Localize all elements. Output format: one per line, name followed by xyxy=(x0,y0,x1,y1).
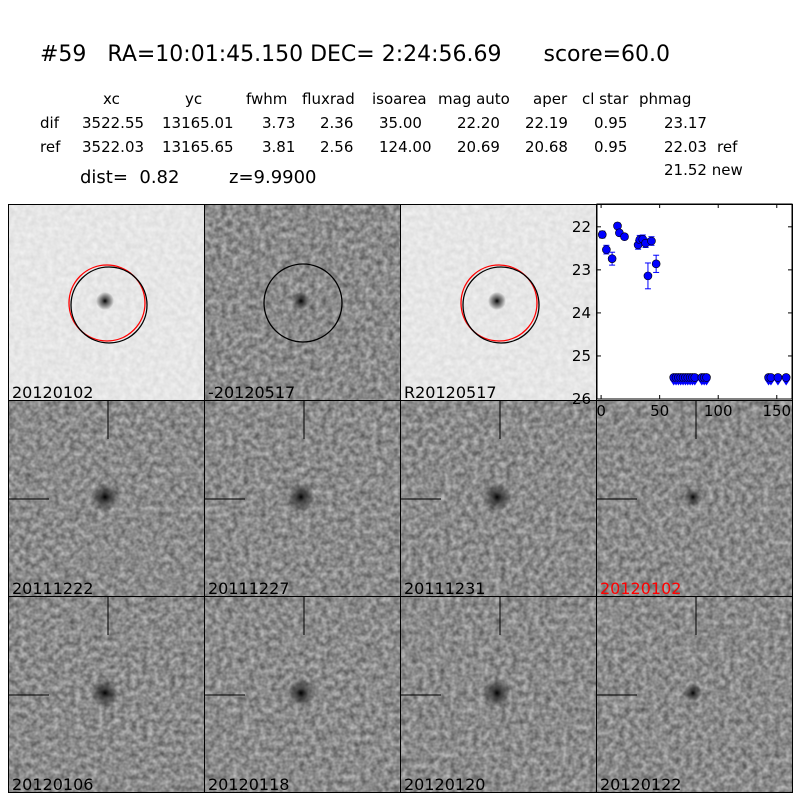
y-tick-label: 26 xyxy=(572,390,591,408)
cell-ref-yc: 13165.65 xyxy=(162,138,234,156)
image-stamp: R20120517 xyxy=(400,204,597,401)
stamp-date-label: 20111222 xyxy=(12,579,94,597)
cell-dif-isoarea: 35.00 xyxy=(379,114,422,132)
col-header-phmag: phmag xyxy=(639,90,692,108)
cell-dif-fluxrad: 2.36 xyxy=(320,114,354,132)
x-tick-label: 0 xyxy=(596,402,606,420)
col-header-isoarea: isoarea xyxy=(372,90,427,108)
cell-dif-yc: 13165.01 xyxy=(162,114,234,132)
detection-point xyxy=(651,259,661,269)
aperture-circle xyxy=(70,266,148,344)
cell-dif-xc: 3522.55 xyxy=(82,114,145,132)
cell-ref-aper: 20.68 xyxy=(525,138,568,156)
stamp-date-label: 20120120 xyxy=(404,775,486,793)
image-stamp: 20120102 xyxy=(8,204,205,401)
source-star xyxy=(91,679,119,707)
col-header-yc: yc xyxy=(185,90,203,108)
image-stamp: -20120517 xyxy=(204,204,401,401)
image-stamp: 20120122 xyxy=(596,596,793,793)
aperture-circle xyxy=(68,264,146,342)
cell-dif-fwhm: 3.73 xyxy=(262,114,296,132)
stamp-date-label: 20111227 xyxy=(208,579,290,597)
candidate-title: #59 RA=10:01:45.150 DEC= 2:24:56.69 scor… xyxy=(40,42,670,67)
score: score=60.0 xyxy=(543,42,671,67)
col-header-aper: aper xyxy=(533,90,568,108)
detection-point xyxy=(620,232,629,242)
source-star xyxy=(483,483,511,511)
row-label-dif: dif xyxy=(40,114,59,132)
new-mag: 21.52 new xyxy=(664,161,743,179)
stamp-date-label: 20120102 xyxy=(12,383,94,401)
source-star xyxy=(292,292,310,310)
col-header-cl-star: cl star xyxy=(582,90,629,108)
row-suffix: ref xyxy=(717,138,738,156)
detection-point xyxy=(602,245,611,254)
image-stamp: 20111222 xyxy=(8,400,205,597)
stamp-date-label: 20120122 xyxy=(600,775,682,793)
image-stamp: 20120106 xyxy=(8,596,205,793)
cell-ref-cl-star: 0.95 xyxy=(594,138,628,156)
cell-ref-xc: 3522.03 xyxy=(82,138,145,156)
stamp-date-label: 20111231 xyxy=(404,579,486,597)
source-star xyxy=(287,483,315,511)
redshift: z=9.9900 xyxy=(229,167,317,188)
stamp-date-label: 20120102 xyxy=(600,579,682,597)
x-tick-label: 150 xyxy=(762,402,791,420)
col-header-mag-auto: mag auto xyxy=(438,90,510,108)
dist: dist= 0.82 xyxy=(80,167,180,188)
source-star xyxy=(96,292,114,310)
image-stamp: 20120120 xyxy=(400,596,597,793)
source-star xyxy=(287,679,315,707)
row-label-ref: ref xyxy=(40,138,61,156)
cell-ref-fwhm: 3.81 xyxy=(262,138,296,156)
image-stamp: 20111227 xyxy=(204,400,401,597)
col-header-fluxrad: fluxrad xyxy=(302,90,355,108)
plot-frame xyxy=(596,203,793,400)
stamp-date-label: 20120106 xyxy=(12,775,94,793)
upper-limit-point xyxy=(773,373,783,382)
image-stamp: 20120118 xyxy=(204,596,401,793)
cell-ref-fluxrad: 2.56 xyxy=(320,138,354,156)
stamp-date-label: R20120517 xyxy=(404,383,497,401)
source-star xyxy=(91,483,119,511)
cell-dif-phmag: 23.17 xyxy=(664,114,707,132)
y-tick-label: 23 xyxy=(572,261,591,279)
upper-limit-point xyxy=(781,373,791,382)
upper-limit-point xyxy=(702,373,711,382)
x-tick-label: 100 xyxy=(704,402,733,420)
source-star xyxy=(483,679,511,707)
detection-point xyxy=(597,230,607,239)
y-tick-label: 22 xyxy=(572,218,591,236)
stamp-date-label: 20120118 xyxy=(208,775,290,793)
detection-point xyxy=(643,271,653,281)
candidate-id: #59 xyxy=(40,42,87,67)
cell-dif-aper: 22.19 xyxy=(525,114,568,132)
ra: RA=10:01:45.150 xyxy=(107,42,304,67)
cell-ref-mag-auto: 20.69 xyxy=(457,138,500,156)
stamp-date-label: -20120517 xyxy=(208,383,296,401)
dec: DEC= 2:24:56.69 xyxy=(310,42,502,67)
aperture-circle xyxy=(460,264,538,342)
source-star xyxy=(488,292,506,310)
col-header-xc: xc xyxy=(103,90,120,108)
cell-dif-cl-star: 0.95 xyxy=(594,114,628,132)
col-header-fwhm: fwhm xyxy=(246,90,288,108)
image-stamp: 20111231 xyxy=(400,400,597,597)
y-tick-label: 25 xyxy=(572,347,591,365)
source-star xyxy=(684,488,702,506)
detection-point xyxy=(647,236,656,246)
cell-ref-isoarea: 124.00 xyxy=(379,138,432,156)
y-tick-label: 24 xyxy=(572,304,591,322)
source-star xyxy=(684,684,702,702)
image-stamp: 20120102 xyxy=(596,400,793,597)
aperture-circle xyxy=(462,266,540,344)
detection-point xyxy=(607,254,617,263)
cell-dif-mag-auto: 22.20 xyxy=(457,114,500,132)
cell-ref-phmag: 22.03 xyxy=(664,138,707,156)
x-tick-label: 50 xyxy=(650,402,669,420)
aperture-circle xyxy=(263,263,343,343)
